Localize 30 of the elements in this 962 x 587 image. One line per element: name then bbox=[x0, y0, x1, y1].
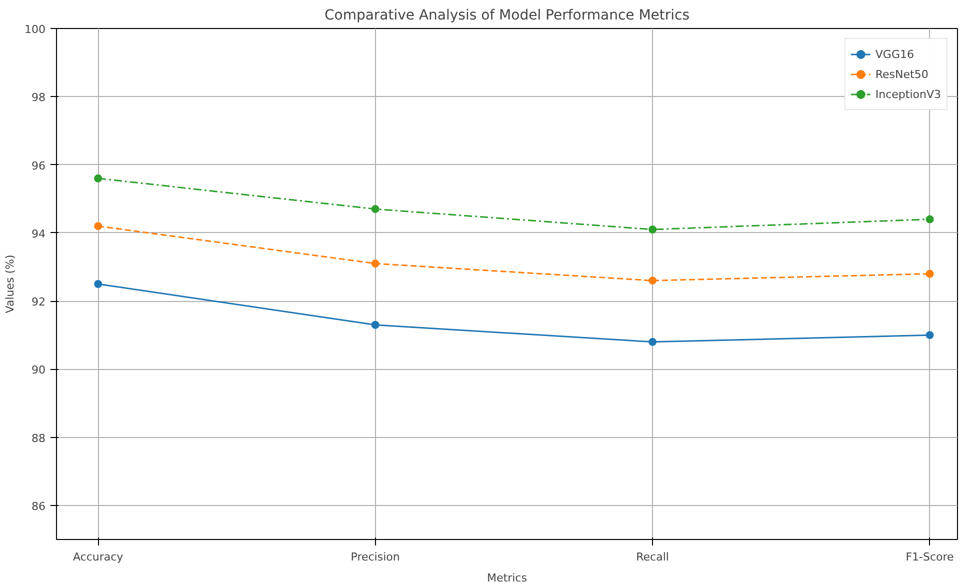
point bbox=[94, 222, 102, 230]
point bbox=[371, 320, 380, 329]
y-tick-label: 92 bbox=[32, 296, 46, 309]
x-tick-label: Precision bbox=[350, 550, 400, 564]
legend-label: InceptionV3 bbox=[875, 88, 941, 100]
x-tick-label: Recall bbox=[636, 550, 669, 564]
point bbox=[926, 270, 934, 278]
y-tick-label: 100 bbox=[24, 23, 46, 36]
point bbox=[94, 280, 102, 288]
x-tick-label: Accuracy bbox=[72, 550, 124, 564]
point bbox=[648, 276, 657, 285]
legend-label: ResNet50 bbox=[875, 68, 928, 80]
point bbox=[648, 226, 657, 234]
y-tick-label: 86 bbox=[32, 500, 46, 513]
legend-label: VGG16 bbox=[875, 48, 914, 60]
y-tick-label: 90 bbox=[32, 364, 46, 377]
y-tick-label: 96 bbox=[32, 159, 46, 172]
y-tick-label: 94 bbox=[32, 227, 46, 240]
y-tick-label: 88 bbox=[32, 432, 46, 445]
point bbox=[94, 174, 102, 182]
y-axis-title: Values (%) bbox=[4, 254, 17, 314]
x-axis-title: Metrics bbox=[487, 572, 528, 584]
point bbox=[926, 215, 934, 224]
x-tick-label: F1-Score bbox=[906, 550, 954, 564]
y-tick-label: 98 bbox=[32, 91, 46, 104]
point bbox=[371, 260, 380, 268]
point bbox=[648, 338, 657, 346]
chart-title: Comparative Analysis of Model Performance Metrics bbox=[324, 8, 690, 24]
point bbox=[371, 205, 380, 214]
point bbox=[926, 331, 934, 340]
